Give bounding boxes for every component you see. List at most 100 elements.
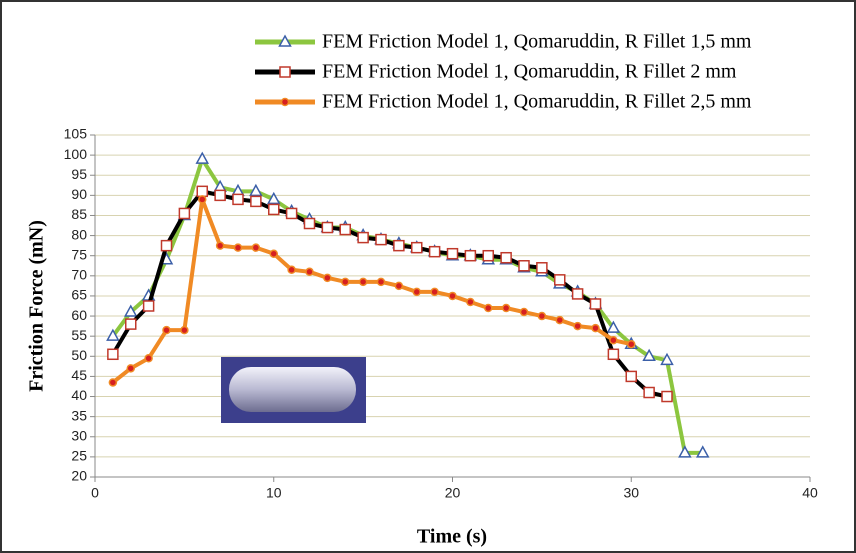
marker bbox=[268, 203, 280, 216]
marker bbox=[695, 445, 710, 458]
marker bbox=[519, 307, 529, 317]
y-axis-title: Friction Force (mN) bbox=[26, 220, 48, 392]
marker bbox=[609, 335, 618, 345]
marker bbox=[500, 251, 512, 264]
x-tick-label: 0 bbox=[91, 485, 99, 501]
marker bbox=[555, 315, 564, 325]
marker bbox=[285, 207, 298, 220]
plot-area: 20 25 30 35 40 45 50 55 60 65 70 75 80 85 90 95 100 105 0 1… bbox=[64, 126, 818, 501]
marker bbox=[589, 298, 602, 310]
marker bbox=[448, 291, 457, 301]
marker bbox=[518, 260, 530, 272]
marker bbox=[287, 265, 296, 275]
inset-image bbox=[221, 357, 366, 423]
marker bbox=[232, 193, 244, 206]
marker bbox=[537, 311, 547, 321]
x-axis-title: Time (s) bbox=[417, 526, 487, 548]
x-tick-label: 30 bbox=[623, 485, 639, 501]
marker bbox=[125, 318, 137, 330]
marker bbox=[357, 231, 369, 244]
marker bbox=[126, 364, 135, 373]
marker bbox=[251, 243, 261, 252]
legend-text: FEM Friction Model 1, Qomaruddin, R Fill… bbox=[322, 31, 752, 53]
marker bbox=[484, 303, 493, 313]
legend-marker bbox=[279, 66, 291, 78]
marker bbox=[536, 262, 548, 274]
marker bbox=[303, 217, 316, 230]
marker bbox=[162, 325, 171, 335]
marker bbox=[266, 191, 281, 205]
marker bbox=[466, 297, 475, 307]
y-tick-label: 90 bbox=[71, 186, 87, 202]
y-tick-label: 75 bbox=[71, 246, 87, 262]
marker bbox=[446, 247, 459, 260]
y-tick-label: 55 bbox=[71, 327, 87, 343]
x-tick-label: 10 bbox=[266, 485, 282, 501]
marker bbox=[198, 195, 207, 204]
marker bbox=[305, 267, 314, 277]
y-tick-label: 65 bbox=[71, 287, 87, 303]
marker bbox=[195, 151, 210, 164]
marker bbox=[376, 277, 386, 287]
marker bbox=[482, 249, 494, 262]
marker bbox=[625, 370, 637, 383]
y-tick-label: 50 bbox=[71, 347, 87, 363]
y-tick-label: 80 bbox=[71, 226, 87, 242]
x-tick-label: 40 bbox=[802, 485, 818, 501]
y-tick-label: 25 bbox=[71, 448, 87, 464]
marker bbox=[178, 207, 191, 220]
marker bbox=[464, 249, 477, 262]
legend-text: FEM Friction Model 1, Qomaruddin, R Fill… bbox=[322, 91, 752, 113]
marker bbox=[249, 183, 263, 197]
x-tick-label: 20 bbox=[445, 485, 461, 501]
marker bbox=[660, 352, 674, 366]
marker bbox=[411, 241, 423, 254]
marker bbox=[215, 241, 225, 250]
marker bbox=[321, 221, 334, 234]
marker bbox=[339, 223, 351, 236]
y-tick-label: 40 bbox=[71, 387, 87, 403]
marker bbox=[144, 354, 153, 363]
marker bbox=[196, 185, 208, 198]
marker bbox=[123, 304, 138, 317]
marker bbox=[412, 287, 421, 297]
marker bbox=[108, 378, 118, 387]
marker bbox=[269, 249, 278, 258]
y-tick-label: 45 bbox=[71, 367, 87, 383]
marker bbox=[107, 348, 119, 361]
marker bbox=[393, 239, 405, 252]
legend-text: FEM Friction Model 1, Qomaruddin, R Fill… bbox=[322, 61, 737, 83]
marker bbox=[180, 325, 189, 335]
marker bbox=[358, 277, 368, 287]
marker bbox=[430, 287, 439, 297]
marker bbox=[642, 348, 656, 362]
marker bbox=[323, 273, 332, 283]
marker bbox=[214, 189, 226, 202]
marker bbox=[106, 328, 120, 341]
marker bbox=[233, 243, 243, 252]
marker bbox=[573, 321, 582, 331]
legend-marker bbox=[278, 34, 292, 47]
marker bbox=[250, 195, 262, 208]
marker bbox=[142, 300, 155, 312]
marker bbox=[341, 277, 350, 287]
marker bbox=[661, 390, 673, 403]
marker bbox=[394, 281, 404, 291]
y-tick-label: 100 bbox=[64, 146, 88, 162]
marker bbox=[607, 348, 620, 361]
y-tick-label: 35 bbox=[71, 407, 87, 423]
marker bbox=[571, 288, 584, 300]
marker bbox=[627, 339, 636, 349]
y-tick-label: 30 bbox=[71, 427, 87, 443]
marker bbox=[375, 233, 387, 246]
y-tick-label: 60 bbox=[71, 307, 87, 323]
y-tick-label: 70 bbox=[71, 267, 87, 283]
marker bbox=[643, 386, 655, 399]
y-tick-label: 20 bbox=[71, 468, 87, 484]
marker bbox=[591, 323, 600, 333]
marker bbox=[678, 445, 692, 458]
y-tick-label: 95 bbox=[71, 166, 87, 182]
legend-marker bbox=[280, 97, 290, 107]
